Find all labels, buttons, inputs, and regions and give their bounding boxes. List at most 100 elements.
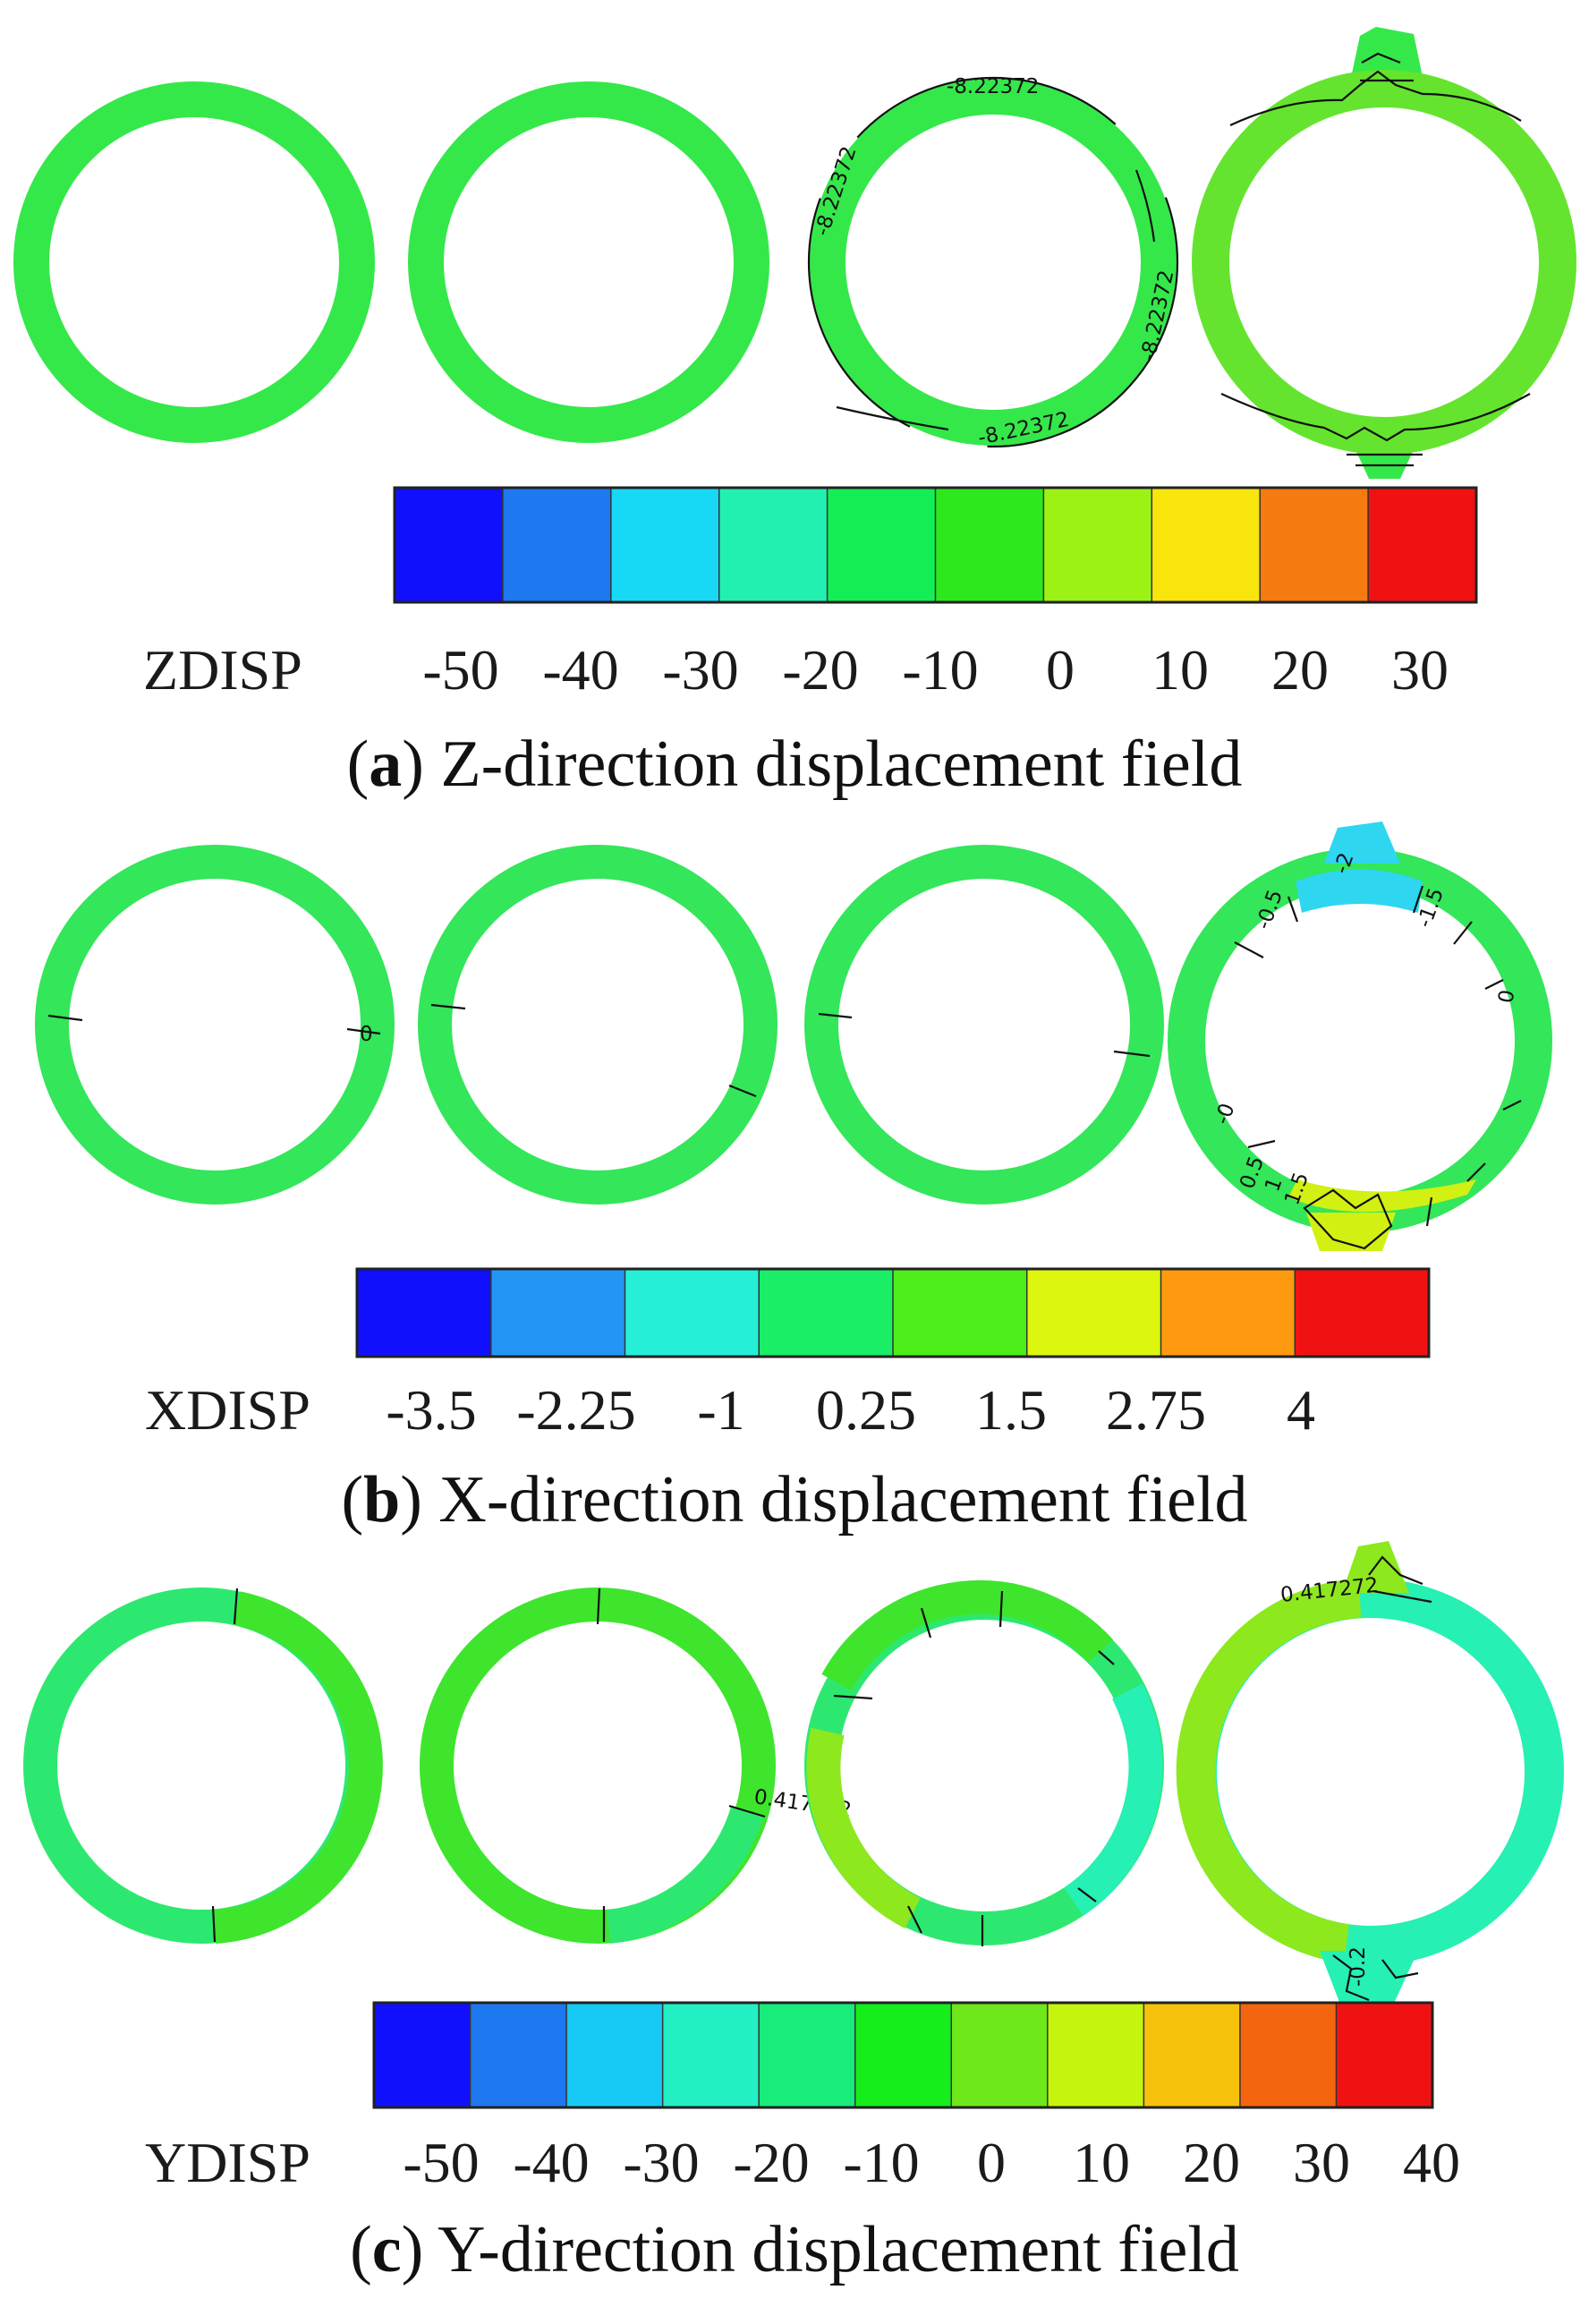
- ring-b4-warm-region: [1288, 1179, 1476, 1213]
- contour-line: [1347, 453, 1423, 467]
- ring-b4: [1168, 821, 1552, 1251]
- legend-b-title: XDISP: [145, 1378, 310, 1442]
- legend-tick-label: -50: [403, 2131, 479, 2194]
- legend-tick-label: 30: [1391, 638, 1449, 702]
- panel-c: 0.417272 0.417272 -0.2 YDISP -50 -40 -30 -2…: [23, 1541, 1564, 2286]
- contour-line: [1134, 169, 1156, 243]
- legend-swatch: [1294, 1268, 1431, 1358]
- legend-b-colorbar: [356, 1268, 1431, 1358]
- contour-line: [211, 1588, 239, 1943]
- contour-line: [728, 1084, 757, 1098]
- legend-b: XDISP -3.5 -2.25 -1 0.25 1.5 2.75 4: [145, 1267, 1431, 1442]
- contour-line: [1303, 1188, 1393, 1250]
- legend-swatch: [1259, 487, 1370, 603]
- contour-line: [1113, 1050, 1151, 1058]
- legend-swatch: [1335, 2002, 1434, 2108]
- contour-line: [346, 1027, 381, 1035]
- legend-swatch: [854, 2002, 953, 2108]
- legend-a-ticks: -50 -40 -30 -20 -10 0 10 20 30: [422, 638, 1449, 702]
- legend-tick-label: -30: [662, 638, 738, 702]
- ring-c3: [804, 1580, 1164, 1946]
- legend-tick-label: 0.25: [816, 1378, 916, 1442]
- caption-c-text: Y-direction displacement field: [438, 2213, 1239, 2286]
- legend-swatch: [892, 1268, 1028, 1358]
- contour-label-a-top: -8.22372: [947, 75, 1039, 98]
- legend-tick-label: 0: [1046, 638, 1075, 702]
- contour-line: [1332, 1954, 1419, 2002]
- legend-tick-label: -10: [902, 638, 978, 702]
- legend-tick-label: -40: [513, 2131, 589, 2194]
- legend-tick-label: 20: [1183, 2131, 1240, 2194]
- caption-b: (b) X-direction displacement field: [341, 1463, 1247, 1537]
- ring-c4-bottom-bulge: [1320, 1951, 1418, 2009]
- caption-c-letter: c: [372, 2213, 402, 2286]
- legend-swatch: [934, 487, 1045, 603]
- legend-swatch: [758, 2002, 856, 2108]
- ring-a3: [807, 76, 1179, 448]
- contour-line: [1360, 52, 1414, 82]
- legend-tick-label: -1: [697, 1378, 744, 1442]
- ring-b1: [35, 845, 395, 1205]
- ring-c2-aqua-arc: [606, 1807, 764, 1944]
- ring-c4: [1176, 1541, 1564, 2009]
- legend-swatch: [394, 487, 505, 603]
- ring-a1: [13, 81, 375, 443]
- ring-c4-warm-arc: [1176, 1579, 1362, 1963]
- contour-label-c-3: -0.2: [1347, 1946, 1370, 1987]
- legend-tick-label: 30: [1293, 2131, 1350, 2194]
- ring-c3-green-arc: [821, 1580, 1114, 1691]
- ring-b4-cool-region: [1296, 869, 1423, 913]
- legend-swatch: [1239, 2002, 1338, 2108]
- contour-line: [1368, 1555, 1432, 1604]
- legend-tick-label: -30: [623, 2131, 699, 2194]
- legend-tick-label: 10: [1151, 638, 1209, 702]
- legend-swatch: [1367, 487, 1478, 603]
- ring-b2: [418, 845, 778, 1205]
- legend-swatch: [373, 2002, 472, 2108]
- ring-a4: [1192, 27, 1576, 479]
- caption-a-letter: a: [369, 728, 402, 801]
- legend-swatch: [1026, 1268, 1162, 1358]
- ring-b4-top-bulge: [1324, 821, 1400, 864]
- legend-tick-label: -10: [843, 2131, 919, 2194]
- legend-swatch: [1143, 2002, 1242, 2108]
- contour-line: [1220, 393, 1531, 442]
- legend-swatch: [718, 487, 828, 603]
- ring-c2: [420, 1588, 776, 1944]
- caption-c: (c) Y-direction displacement field: [350, 2213, 1239, 2286]
- legend-b-ticks: -3.5 -2.25 -1 0.25 1.5 2.75 4: [386, 1378, 1315, 1442]
- legend-swatch: [469, 2002, 568, 2108]
- contour-line: [818, 1012, 853, 1019]
- legend-swatch: [661, 2002, 761, 2108]
- contour-label-b4-4: 0: [1494, 988, 1519, 1005]
- legend-swatch: [490, 1268, 626, 1358]
- ring-a2: [408, 81, 769, 443]
- contour-line: [833, 1590, 1115, 1946]
- panel-a: -8.22372 -8.22372 -8.22372 -8.22372 ZDIS…: [13, 27, 1576, 801]
- legend-swatch: [565, 2002, 664, 2108]
- legend-tick-label: 20: [1271, 638, 1329, 702]
- legend-c-title: YDISP: [145, 2131, 310, 2194]
- panel-b: 0 -0.5 -2 -1.5 0 -0 0.5 1 1.5: [35, 821, 1552, 1537]
- contour-line: [1234, 885, 1522, 1227]
- contour-line: [836, 405, 949, 431]
- ring-c3-warm-arc: [806, 1727, 921, 1928]
- legend-swatch: [356, 1268, 492, 1358]
- legend-tick-label: 0: [977, 2131, 1006, 2194]
- legend-a-colorbar: [394, 487, 1478, 603]
- legend-tick-label: 2.75: [1106, 1378, 1206, 1442]
- legend-c: YDISP -50 -40 -30 -20 -10 0 10 20 30 40: [145, 2001, 1460, 2194]
- legend-swatch: [1160, 1268, 1296, 1358]
- legend-tick-label: 1.5: [975, 1378, 1047, 1442]
- legend-a: ZDISP -50 -40 -30 -20 -10 0 10 20 30: [143, 486, 1478, 702]
- legend-swatch: [826, 487, 937, 603]
- ring-c1-green-arc: [213, 1591, 383, 1944]
- contour-line: [430, 1003, 466, 1010]
- legend-tick-label: -50: [422, 638, 498, 702]
- legend-swatch: [758, 1268, 895, 1358]
- caption-b-text: X-direction displacement field: [438, 1463, 1247, 1537]
- legend-c-ticks: -50 -40 -30 -20 -10 0 10 20 30 40: [403, 2131, 1460, 2194]
- legend-tick-label: 4: [1287, 1378, 1315, 1442]
- legend-tick-label: -40: [542, 638, 618, 702]
